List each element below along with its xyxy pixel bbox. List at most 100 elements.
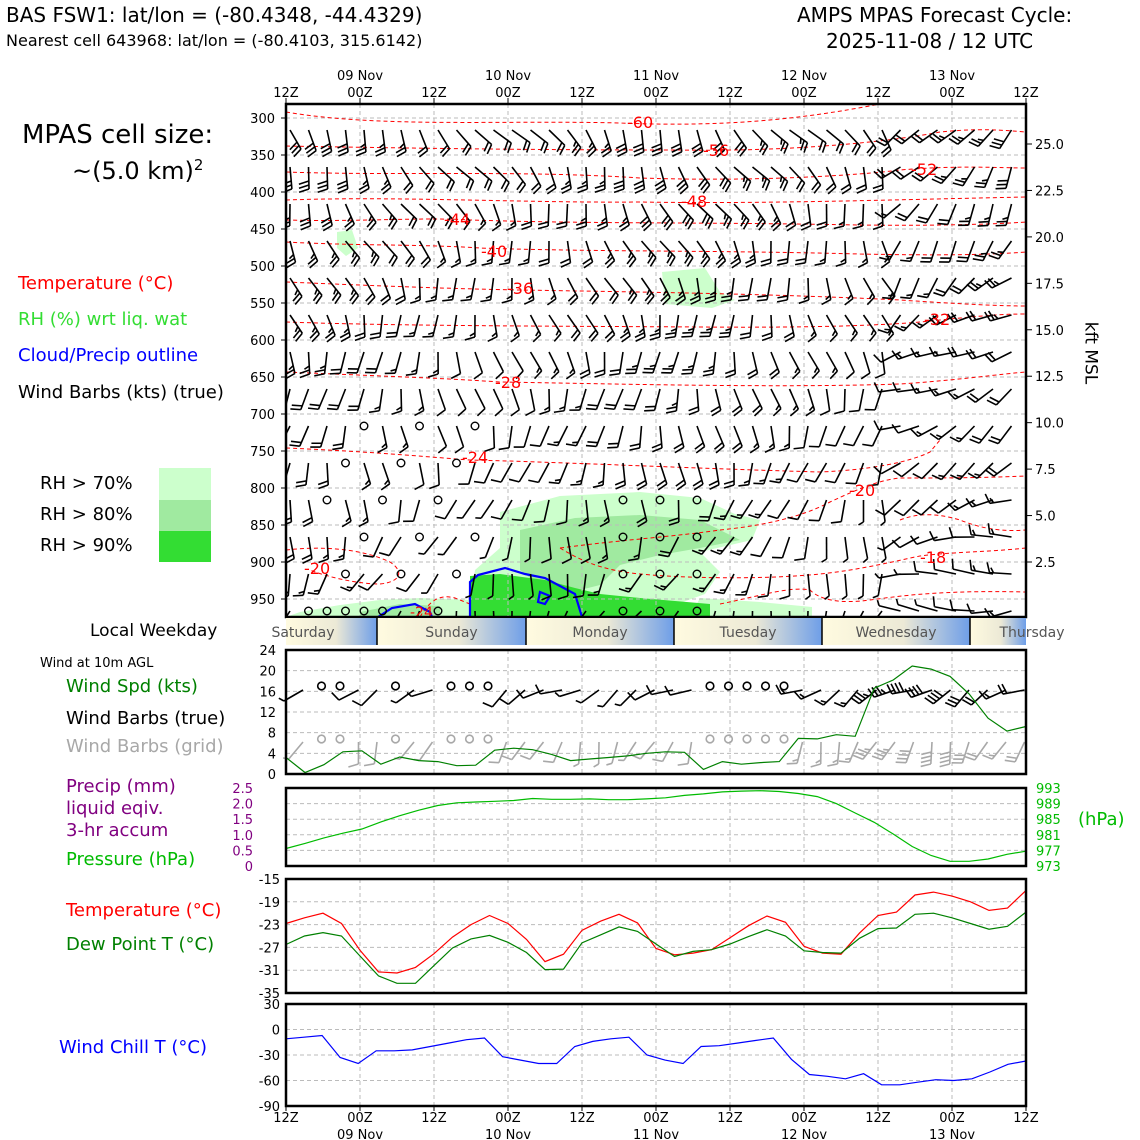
wind-barb-flag [951,135,962,143]
wind-barb-flag [987,523,991,534]
legend-temperature: Temperature (°C) [18,273,174,294]
wind-barb-flag [688,406,699,412]
wind-barb-flag [603,407,615,411]
time-tick-label: 12Z [1013,86,1039,101]
wind-barb-flag [989,497,995,504]
wind-barb-flag [861,258,868,264]
precip-label-2: liquid eqiv. [66,798,164,819]
wind-barb-flag [464,146,472,156]
wind-barb-flag [768,443,775,449]
wind-barb-flag [939,751,951,756]
wind-barb-flag [873,170,883,179]
wind-barb-flag [761,145,769,156]
wind-barb-flag [606,762,613,766]
wind-barb-flag [834,410,845,415]
time-tick-label: 00Z [643,1111,669,1126]
wind-barb-flag [288,365,294,371]
contour-label: -52 [911,160,937,179]
wind-barb [855,462,865,484]
cell-size-label: MPAS cell size: [22,120,214,150]
wind-barb-flag [831,367,837,374]
wind-barb-flag [354,336,366,342]
wind-barb-flag [702,258,711,268]
wind-barb-flag [880,145,890,154]
wind-barb-flag [585,407,597,411]
wind-barb-flag [367,296,376,306]
wind-barb-flag [910,428,919,437]
wind-barb [442,536,458,556]
wind-barb-flag [842,558,849,564]
y-tick-label: 0 [245,860,253,875]
rh-shading [286,230,812,617]
wind-barb-flag [374,406,381,410]
wind-barb-flag [987,310,995,321]
wind-barb [467,462,476,485]
wind-barb-flag [964,216,971,220]
wind-barb-flag [307,149,317,158]
wind-barb [602,689,619,708]
wind-barb-flag [990,435,1001,442]
wind-barb-flag [969,281,979,290]
pressure-tick: 600 [250,334,275,349]
wind-barb-flag [870,329,875,336]
wind-barb-flag [329,372,341,375]
contour-label: -56 [703,141,729,160]
wind-barb-flag [898,682,905,693]
wind-barb-flag [663,218,672,228]
wind-barb-flag [879,256,890,261]
calm-circle [415,532,425,542]
wind-barb-flag [857,595,864,600]
time-tick-label: 00Z [495,86,521,101]
wind-barb-flag [480,299,491,303]
wind-barb-flag [337,184,348,190]
wind-barb [806,610,809,617]
y-tick-label: 0 [272,1024,280,1039]
wind-barb-flag [298,590,305,594]
precip-label-1: Precip (mm) [66,776,176,797]
wind-barb [399,741,415,760]
wind-barb-flag [840,183,851,191]
wind-barb-flag [694,442,704,450]
wind-barb [858,388,865,411]
wind-barb-flag [648,251,652,258]
wind-barb-flag [556,221,567,226]
wind-barb-flag [317,180,328,186]
wind-barb-flag [832,759,839,764]
wind-barb-flag [405,372,417,377]
wind-barb-flag [843,442,854,447]
time-tick-label: 00Z [939,1111,965,1126]
wind-barb-flag [331,291,339,302]
wind-barb-flag [687,364,694,369]
pressure-tick: 300 [250,112,275,127]
wind-barb-flag [561,557,572,565]
wind-barb-flag [588,329,597,339]
wind-barb-flag [821,298,832,306]
wind-barb-flag [351,699,362,707]
wind-barb [437,425,448,447]
wind-barb-flag [560,184,571,191]
wind-barb [288,741,304,760]
wind-barb-flag [627,291,635,302]
wind-barb-flag [368,221,377,231]
pressure-tick: 993 [1036,782,1061,797]
wind-barb-flag [702,184,711,194]
wind-gridlines [286,650,1026,774]
wind-barb-flag [897,212,908,219]
cloud-outline [377,566,584,617]
wind-barb-flag [739,336,751,340]
wind-barb-flag [862,443,873,447]
wind-barb-flag [498,447,510,451]
wind-barb-flag [469,332,476,337]
wind-barb-flag [601,554,608,560]
wind-barb-flag [969,559,973,571]
wind-barb-flag [814,262,825,266]
wind-barb-flag [409,299,421,305]
wind-barb-flag [672,151,683,157]
wind-barb-flag [571,143,579,154]
wind-barb-flag [289,141,298,151]
wind-barb-flag [355,151,367,157]
kft-tick: 7.5 [1035,463,1056,478]
contour-label: -48 [681,192,707,211]
wind-barb-flag [613,188,625,194]
